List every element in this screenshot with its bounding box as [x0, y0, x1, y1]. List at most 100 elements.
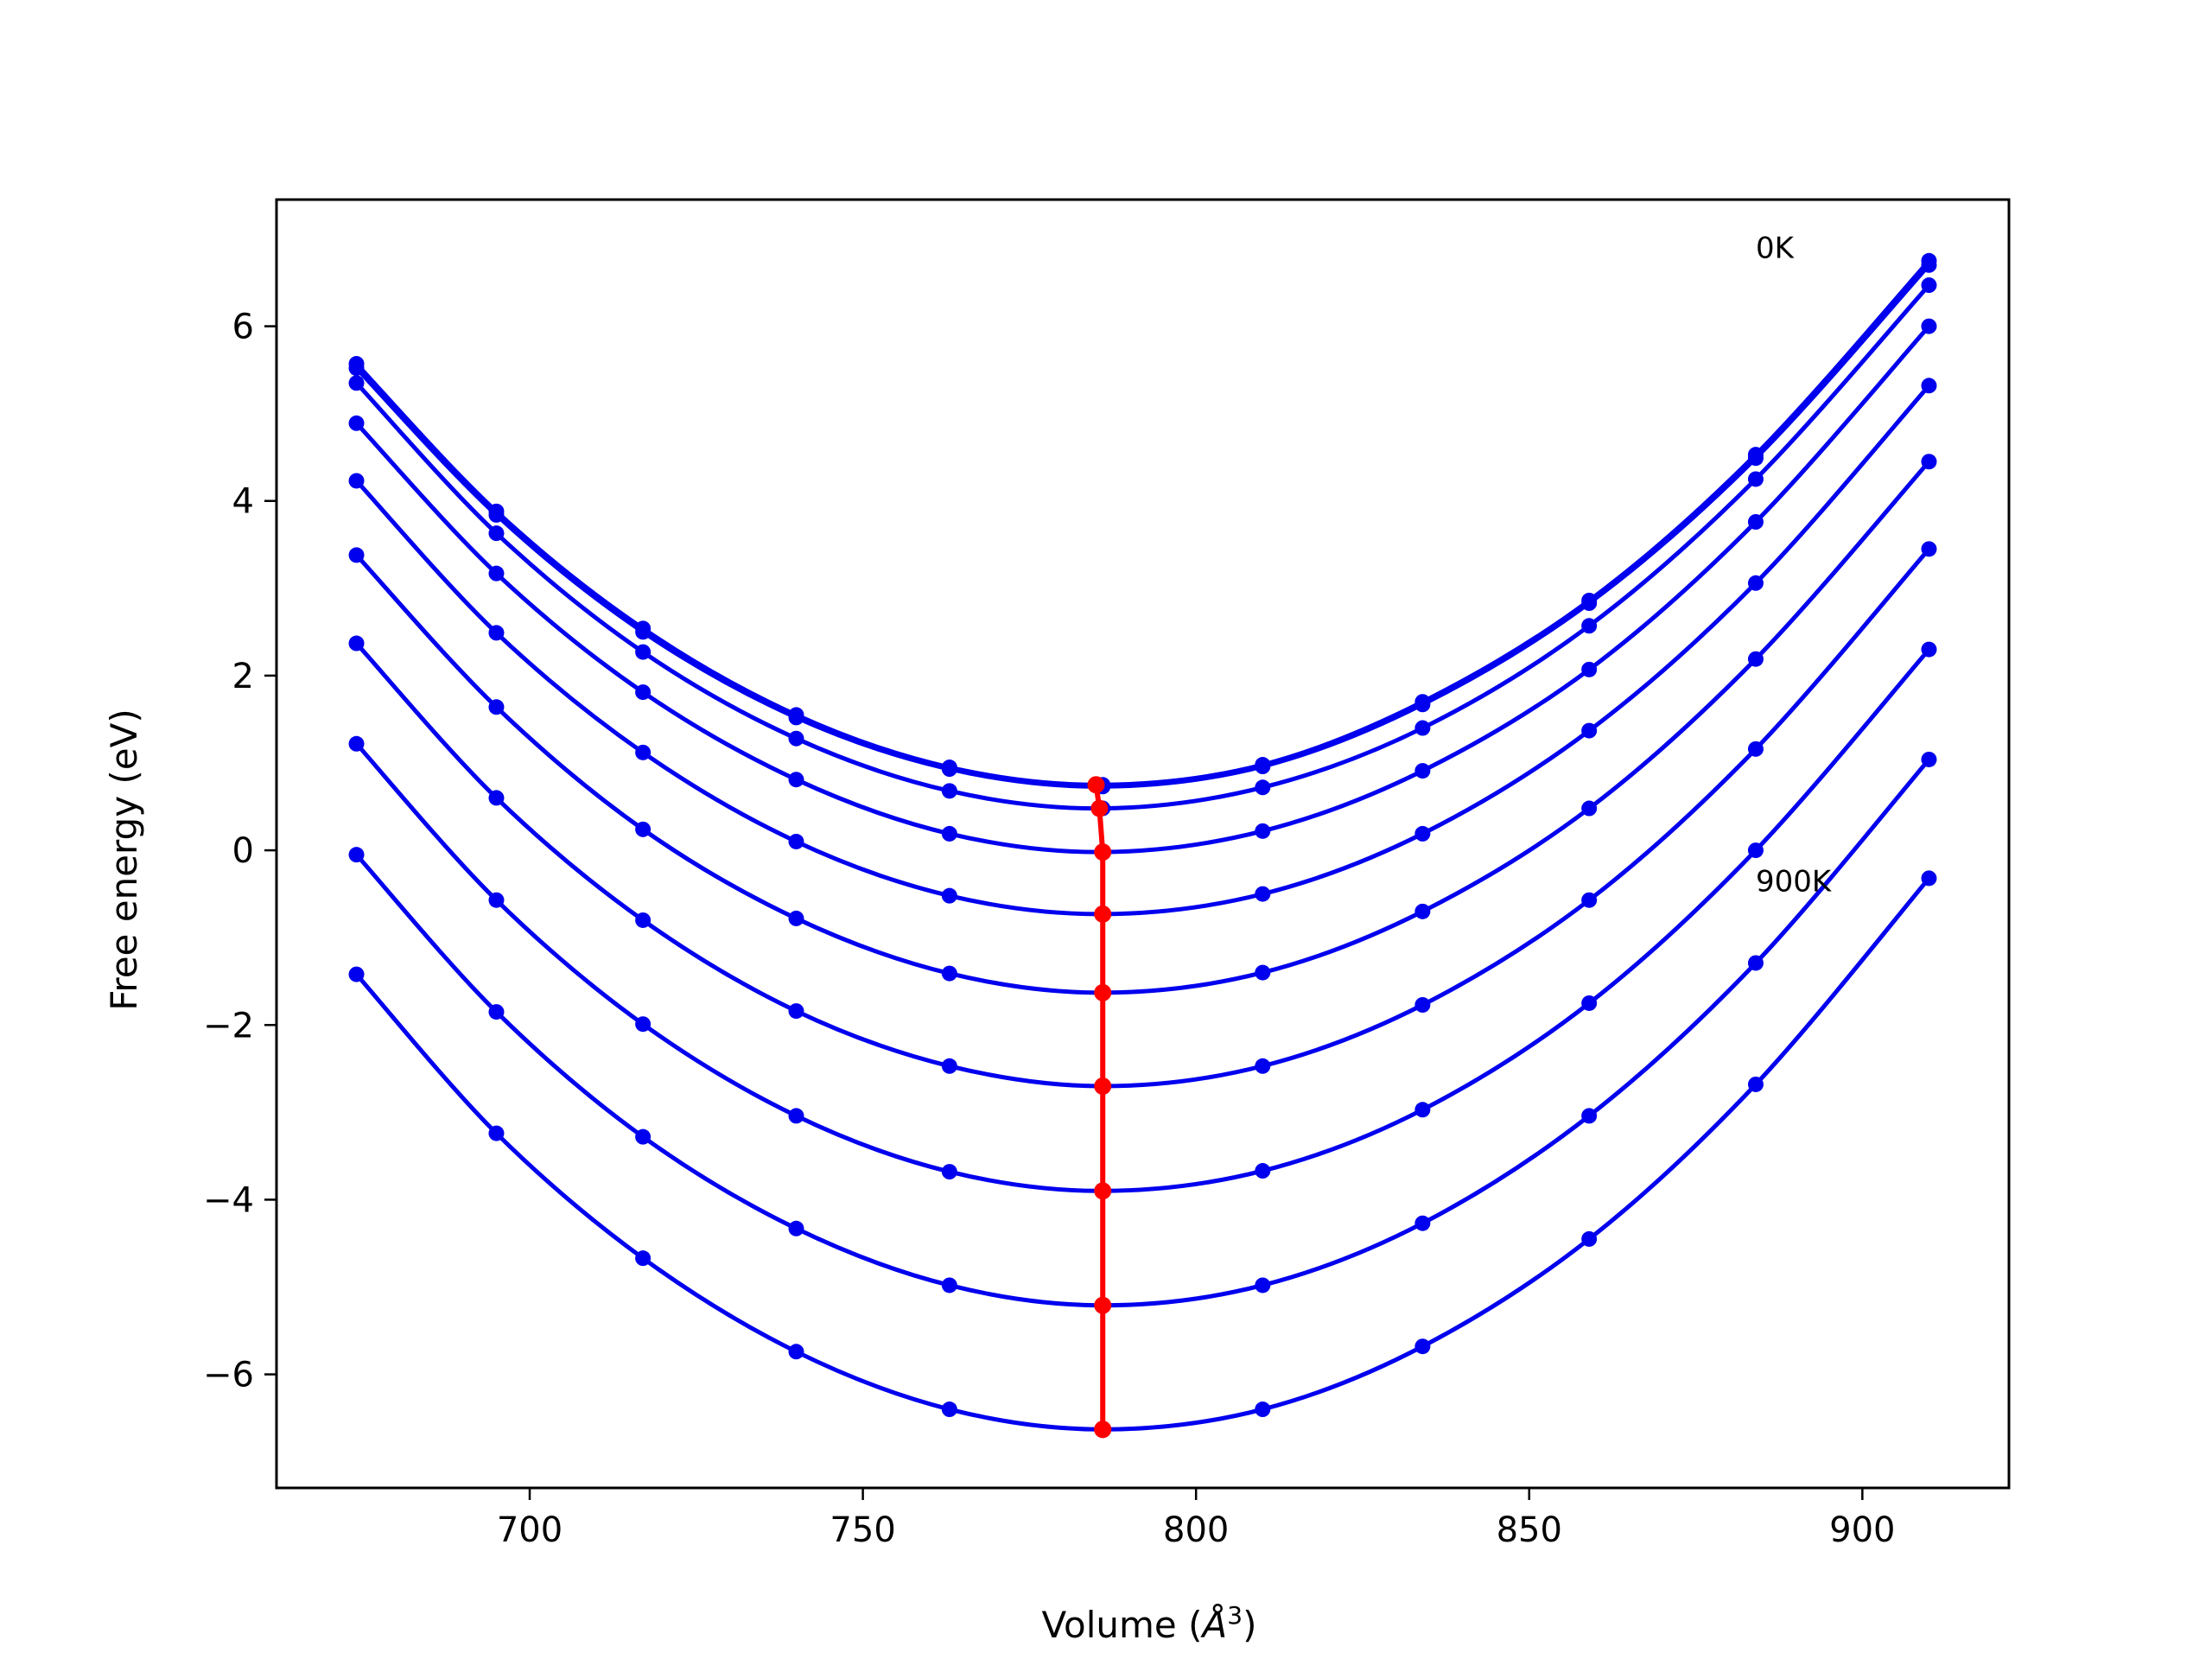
data-point-100k-9	[1747, 450, 1764, 467]
x-tick-label-850: 850	[1497, 1510, 1562, 1550]
data-point-400k-7	[1414, 825, 1431, 842]
plot-area: 0K 900K	[348, 232, 1937, 1439]
data-point-500k-6	[1255, 964, 1271, 981]
series-700k	[348, 641, 1937, 1199]
data-point-900k-4	[941, 1402, 957, 1418]
data-point-800k-2	[635, 1128, 652, 1145]
y-tick-label-0: 0	[232, 831, 254, 871]
data-point-200k-9	[1747, 471, 1764, 487]
data-point-500k-10	[1921, 454, 1937, 470]
data-point-800k-8	[1581, 1108, 1598, 1124]
data-point-600k-4	[941, 1058, 957, 1074]
data-point-100k-4	[941, 761, 957, 778]
minima-point-9	[1094, 1421, 1112, 1439]
data-point-700k-10	[1921, 641, 1937, 658]
data-point-600k-7	[1414, 997, 1431, 1013]
data-point-400k-9	[1747, 575, 1764, 591]
data-point-500k-3	[788, 910, 804, 926]
data-point-300k-6	[1255, 823, 1271, 839]
annotation-0k: 0K	[1756, 232, 1796, 266]
data-point-500k-8	[1581, 800, 1598, 817]
y-axis-label: Free energy (eV)	[103, 709, 145, 1011]
data-point-800k-0	[348, 847, 365, 863]
data-point-700k-6	[1255, 1163, 1271, 1179]
data-point-200k-2	[635, 644, 652, 660]
x-tick-label-750: 750	[830, 1510, 895, 1550]
y-tick-label--4: −4	[203, 1180, 254, 1220]
data-point-300k-9	[1747, 514, 1764, 530]
data-point-900k-8	[1581, 1230, 1598, 1247]
minima-point-2	[1094, 843, 1112, 861]
data-point-900k-3	[788, 1344, 804, 1360]
data-point-100k-3	[788, 709, 804, 726]
data-point-300k-8	[1581, 661, 1598, 677]
data-point-100k-2	[635, 624, 652, 640]
data-point-200k-6	[1255, 779, 1271, 796]
curve-line-600k	[354, 547, 1931, 1089]
data-point-300k-1	[488, 565, 505, 582]
data-point-800k-9	[1747, 955, 1764, 971]
data-point-800k-10	[1921, 751, 1937, 767]
y-tick-label--6: −6	[203, 1356, 254, 1395]
y-tick-label-4: 4	[232, 482, 254, 522]
data-point-600k-6	[1255, 1058, 1271, 1074]
curve-line-300k	[354, 324, 1931, 855]
data-point-100k-0	[348, 360, 365, 377]
x-tick-label-700: 700	[497, 1510, 563, 1550]
data-point-700k-9	[1747, 842, 1764, 859]
curve-line-200k	[354, 283, 1931, 811]
data-point-900k-0	[348, 966, 365, 982]
data-point-500k-0	[348, 547, 365, 563]
data-point-900k-7	[1414, 1338, 1431, 1355]
data-point-400k-0	[348, 473, 365, 489]
minima-series	[1087, 776, 1112, 1439]
curve-line-500k	[354, 460, 1931, 995]
minima-point-1	[1090, 799, 1109, 817]
data-point-600k-1	[488, 790, 505, 806]
minima-point-0	[1087, 776, 1105, 794]
data-point-500k-9	[1747, 651, 1764, 667]
data-point-500k-4	[941, 965, 957, 982]
data-point-600k-9	[1747, 741, 1764, 757]
data-point-700k-1	[488, 892, 505, 908]
minima-point-3	[1094, 905, 1112, 923]
axes-frame	[275, 198, 2011, 1490]
data-point-700k-4	[941, 1164, 957, 1180]
data-point-100k-8	[1581, 595, 1598, 612]
x-axis-label: Volume (Å3)	[1042, 1601, 1257, 1646]
y-tick-label--2: −2	[203, 1006, 254, 1046]
minima-point-7	[1094, 1296, 1112, 1314]
minima-point-6	[1094, 1182, 1112, 1200]
curve-line-100k	[354, 264, 1931, 789]
data-point-500k-2	[635, 821, 652, 837]
curve-line-800k	[354, 758, 1931, 1308]
data-point-100k-6	[1255, 759, 1271, 775]
data-point-200k-3	[788, 730, 804, 747]
data-point-200k-8	[1581, 618, 1598, 634]
data-point-300k-2	[635, 684, 652, 701]
data-point-300k-10	[1921, 318, 1937, 334]
data-point-900k-1	[488, 1125, 505, 1141]
data-point-600k-2	[635, 912, 652, 928]
data-point-100k-10	[1921, 257, 1937, 273]
data-point-400k-3	[788, 833, 804, 849]
data-point-700k-2	[635, 1016, 652, 1033]
data-point-400k-1	[488, 625, 505, 641]
data-point-900k-9	[1747, 1076, 1764, 1092]
data-point-800k-1	[488, 1004, 505, 1020]
data-point-400k-10	[1921, 378, 1937, 394]
data-point-900k-6	[1255, 1402, 1271, 1418]
data-point-800k-3	[788, 1220, 804, 1236]
data-point-400k-4	[941, 887, 957, 904]
data-point-300k-4	[941, 825, 957, 842]
series-500k	[348, 454, 1937, 1001]
curve-line-400k	[354, 384, 1931, 917]
data-point-600k-10	[1921, 541, 1937, 557]
data-point-100k-7	[1414, 696, 1431, 713]
data-point-700k-7	[1414, 1102, 1431, 1118]
data-point-800k-4	[941, 1277, 957, 1294]
data-point-700k-8	[1581, 995, 1598, 1011]
data-point-400k-2	[635, 744, 652, 760]
